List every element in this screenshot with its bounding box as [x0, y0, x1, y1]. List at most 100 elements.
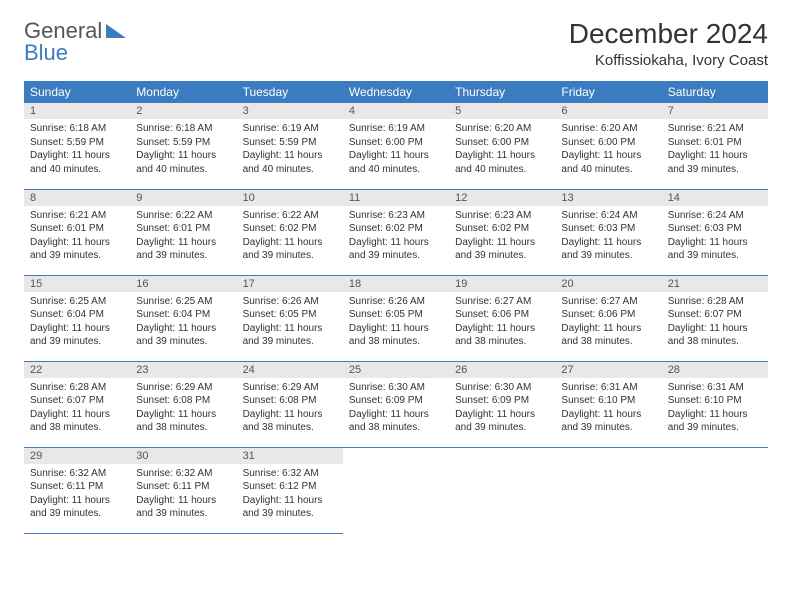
- sunrise-text: Sunrise: 6:31 AM: [561, 381, 655, 395]
- weekday-header: Saturday: [662, 81, 768, 103]
- day-details: Sunrise: 6:26 AMSunset: 6:05 PMDaylight:…: [343, 292, 449, 353]
- calendar-cell: [555, 447, 661, 533]
- day-details: Sunrise: 6:31 AMSunset: 6:10 PMDaylight:…: [662, 378, 768, 439]
- sunrise-text: Sunrise: 6:18 AM: [30, 122, 124, 136]
- sunrise-text: Sunrise: 6:27 AM: [561, 295, 655, 309]
- sunset-text: Sunset: 6:11 PM: [136, 480, 230, 494]
- daylight-text-1: Daylight: 11 hours: [349, 149, 443, 163]
- sunset-text: Sunset: 6:01 PM: [136, 222, 230, 236]
- daylight-text-1: Daylight: 11 hours: [668, 408, 762, 422]
- daylight-text-2: and 39 minutes.: [243, 507, 337, 521]
- sunrise-text: Sunrise: 6:26 AM: [243, 295, 337, 309]
- day-number: 28: [662, 362, 768, 378]
- day-number: 13: [555, 190, 661, 206]
- day-details: Sunrise: 6:23 AMSunset: 6:02 PMDaylight:…: [449, 206, 555, 267]
- daylight-text-2: and 38 minutes.: [668, 335, 762, 349]
- sunrise-text: Sunrise: 6:32 AM: [136, 467, 230, 481]
- daylight-text-1: Daylight: 11 hours: [668, 236, 762, 250]
- day-details: Sunrise: 6:19 AMSunset: 5:59 PMDaylight:…: [237, 119, 343, 180]
- calendar-cell: 31Sunrise: 6:32 AMSunset: 6:12 PMDayligh…: [237, 447, 343, 533]
- sunset-text: Sunset: 5:59 PM: [243, 136, 337, 150]
- weekday-header: Sunday: [24, 81, 130, 103]
- calendar-cell: 27Sunrise: 6:31 AMSunset: 6:10 PMDayligh…: [555, 361, 661, 447]
- day-details: Sunrise: 6:18 AMSunset: 5:59 PMDaylight:…: [130, 119, 236, 180]
- calendar-cell: 21Sunrise: 6:28 AMSunset: 6:07 PMDayligh…: [662, 275, 768, 361]
- daylight-text-2: and 38 minutes.: [349, 421, 443, 435]
- daylight-text-1: Daylight: 11 hours: [136, 494, 230, 508]
- month-title: December 2024: [569, 18, 768, 50]
- sunrise-text: Sunrise: 6:23 AM: [455, 209, 549, 223]
- day-details: Sunrise: 6:28 AMSunset: 6:07 PMDaylight:…: [662, 292, 768, 353]
- day-number: 5: [449, 103, 555, 119]
- sunrise-text: Sunrise: 6:21 AM: [668, 122, 762, 136]
- day-number: 10: [237, 190, 343, 206]
- day-number: 9: [130, 190, 236, 206]
- weekday-header-row: Sunday Monday Tuesday Wednesday Thursday…: [24, 81, 768, 103]
- sunrise-text: Sunrise: 6:25 AM: [30, 295, 124, 309]
- day-number: 26: [449, 362, 555, 378]
- day-number: 29: [24, 448, 130, 464]
- sunrise-text: Sunrise: 6:31 AM: [668, 381, 762, 395]
- day-details: Sunrise: 6:23 AMSunset: 6:02 PMDaylight:…: [343, 206, 449, 267]
- day-number: 1: [24, 103, 130, 119]
- calendar-cell: 2Sunrise: 6:18 AMSunset: 5:59 PMDaylight…: [130, 103, 236, 189]
- sunset-text: Sunset: 6:12 PM: [243, 480, 337, 494]
- daylight-text-2: and 39 minutes.: [136, 249, 230, 263]
- sunset-text: Sunset: 6:06 PM: [455, 308, 549, 322]
- daylight-text-2: and 38 minutes.: [30, 421, 124, 435]
- daylight-text-1: Daylight: 11 hours: [243, 494, 337, 508]
- day-details: Sunrise: 6:26 AMSunset: 6:05 PMDaylight:…: [237, 292, 343, 353]
- daylight-text-1: Daylight: 11 hours: [136, 322, 230, 336]
- day-details: Sunrise: 6:28 AMSunset: 6:07 PMDaylight:…: [24, 378, 130, 439]
- day-details: Sunrise: 6:19 AMSunset: 6:00 PMDaylight:…: [343, 119, 449, 180]
- calendar-row: 29Sunrise: 6:32 AMSunset: 6:11 PMDayligh…: [24, 447, 768, 533]
- weekday-header: Friday: [555, 81, 661, 103]
- sunset-text: Sunset: 5:59 PM: [136, 136, 230, 150]
- daylight-text-2: and 39 minutes.: [243, 335, 337, 349]
- sunset-text: Sunset: 6:06 PM: [561, 308, 655, 322]
- calendar-table: Sunday Monday Tuesday Wednesday Thursday…: [24, 81, 768, 534]
- daylight-text-2: and 39 minutes.: [455, 249, 549, 263]
- daylight-text-2: and 39 minutes.: [136, 507, 230, 521]
- calendar-cell: 6Sunrise: 6:20 AMSunset: 6:00 PMDaylight…: [555, 103, 661, 189]
- daylight-text-2: and 40 minutes.: [561, 163, 655, 177]
- day-number: 27: [555, 362, 661, 378]
- sunrise-text: Sunrise: 6:24 AM: [561, 209, 655, 223]
- day-number: 30: [130, 448, 236, 464]
- sunset-text: Sunset: 6:08 PM: [243, 394, 337, 408]
- day-details: Sunrise: 6:29 AMSunset: 6:08 PMDaylight:…: [130, 378, 236, 439]
- day-number: 20: [555, 276, 661, 292]
- day-number: 19: [449, 276, 555, 292]
- sunrise-text: Sunrise: 6:26 AM: [349, 295, 443, 309]
- daylight-text-1: Daylight: 11 hours: [455, 322, 549, 336]
- sunset-text: Sunset: 6:02 PM: [455, 222, 549, 236]
- calendar-cell: 20Sunrise: 6:27 AMSunset: 6:06 PMDayligh…: [555, 275, 661, 361]
- calendar-cell: 22Sunrise: 6:28 AMSunset: 6:07 PMDayligh…: [24, 361, 130, 447]
- sunrise-text: Sunrise: 6:22 AM: [243, 209, 337, 223]
- daylight-text-2: and 40 minutes.: [349, 163, 443, 177]
- calendar-cell: 3Sunrise: 6:19 AMSunset: 5:59 PMDaylight…: [237, 103, 343, 189]
- calendar-cell: 10Sunrise: 6:22 AMSunset: 6:02 PMDayligh…: [237, 189, 343, 275]
- daylight-text-1: Daylight: 11 hours: [349, 236, 443, 250]
- daylight-text-2: and 38 minutes.: [561, 335, 655, 349]
- day-details: Sunrise: 6:30 AMSunset: 6:09 PMDaylight:…: [343, 378, 449, 439]
- weekday-header: Thursday: [449, 81, 555, 103]
- sunrise-text: Sunrise: 6:20 AM: [561, 122, 655, 136]
- sunset-text: Sunset: 6:07 PM: [668, 308, 762, 322]
- day-details: Sunrise: 6:29 AMSunset: 6:08 PMDaylight:…: [237, 378, 343, 439]
- day-details: Sunrise: 6:32 AMSunset: 6:11 PMDaylight:…: [130, 464, 236, 525]
- sunset-text: Sunset: 6:11 PM: [30, 480, 124, 494]
- sunrise-text: Sunrise: 6:32 AM: [243, 467, 337, 481]
- weekday-header: Tuesday: [237, 81, 343, 103]
- daylight-text-1: Daylight: 11 hours: [243, 149, 337, 163]
- daylight-text-2: and 38 minutes.: [243, 421, 337, 435]
- day-number: 25: [343, 362, 449, 378]
- calendar-cell: [343, 447, 449, 533]
- sunrise-text: Sunrise: 6:27 AM: [455, 295, 549, 309]
- day-number: 14: [662, 190, 768, 206]
- daylight-text-2: and 39 minutes.: [243, 249, 337, 263]
- sunrise-text: Sunrise: 6:19 AM: [243, 122, 337, 136]
- sunset-text: Sunset: 6:01 PM: [30, 222, 124, 236]
- day-number: 16: [130, 276, 236, 292]
- day-number: 18: [343, 276, 449, 292]
